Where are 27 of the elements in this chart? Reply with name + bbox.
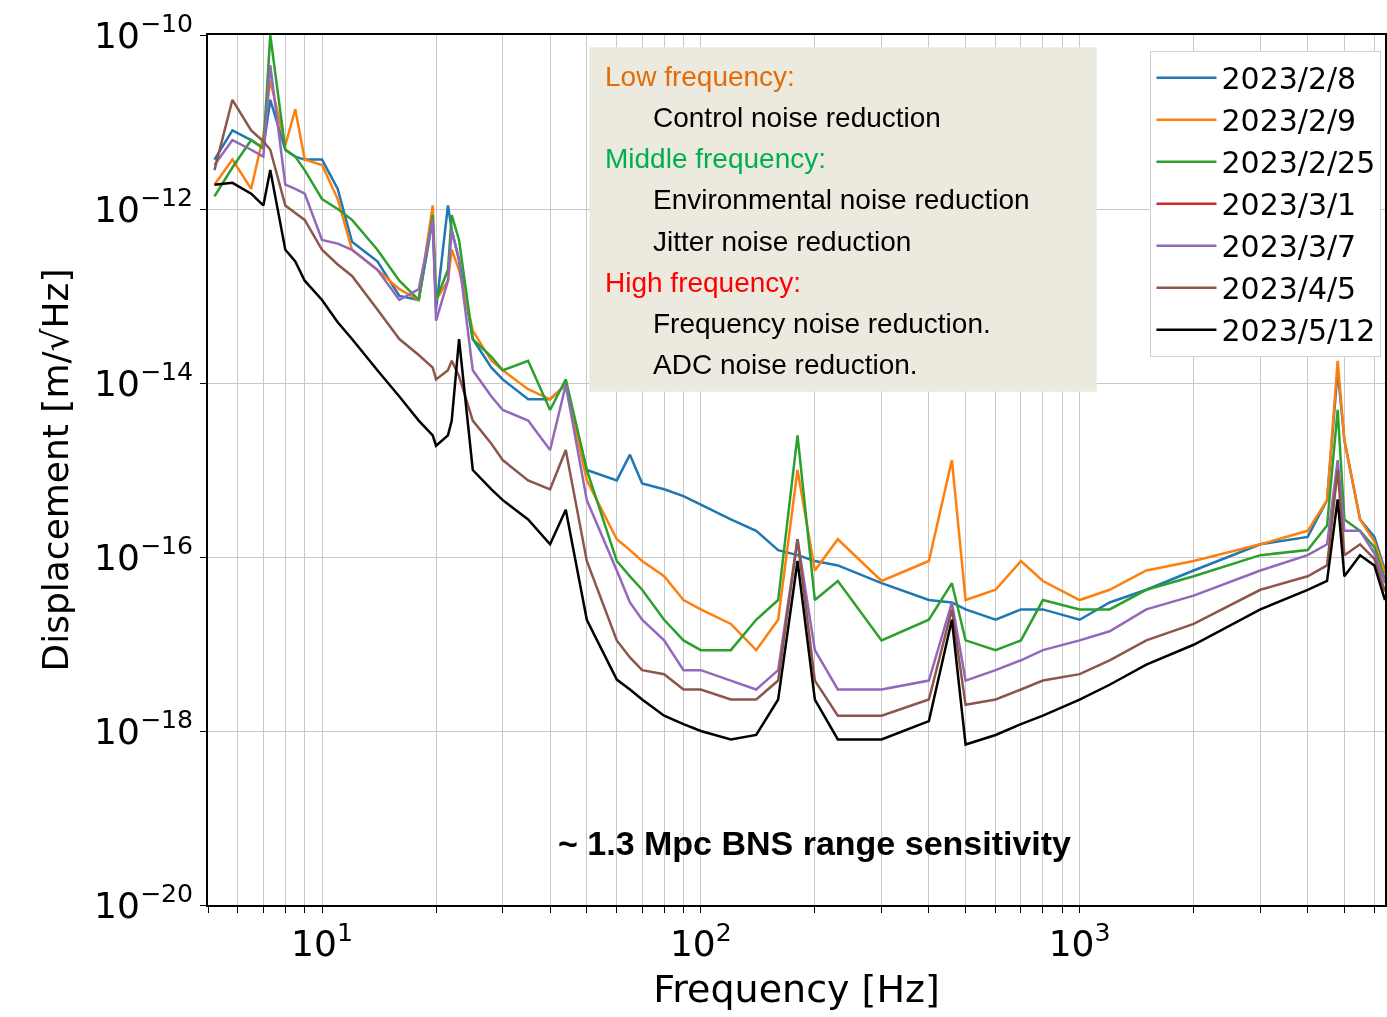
annotation: Middle frequency: bbox=[605, 143, 827, 174]
y-tick-label: 10$^{−16}$ bbox=[94, 531, 194, 578]
x-tick-label: 10$^{1}$ bbox=[291, 917, 353, 964]
annotation: High frequency: bbox=[605, 267, 802, 298]
legend-label: 2023/2/9 bbox=[1221, 103, 1357, 139]
annotation: ~ 1.3 Mpc BNS range sensitivity bbox=[558, 824, 1072, 862]
annotation: Control noise reduction bbox=[653, 102, 941, 133]
legend-label: 2023/5/12 bbox=[1221, 313, 1376, 349]
annotation: Frequency noise reduction. bbox=[653, 308, 991, 339]
y-tick-label: 10$^{−12}$ bbox=[94, 183, 194, 230]
annotation: Environmental noise reduction bbox=[653, 184, 1030, 215]
y-tick-label: 10$^{−18}$ bbox=[94, 705, 194, 752]
x-tick-label: 10$^{3}$ bbox=[1048, 917, 1111, 964]
annotation: Low frequency: bbox=[605, 61, 795, 92]
y-tick-label: 10$^{−10}$ bbox=[94, 9, 194, 56]
annotation: ADC noise reduction. bbox=[653, 349, 918, 380]
legend-label: 2023/3/1 bbox=[1221, 187, 1357, 223]
x-axis-title: Frequency [Hz] bbox=[653, 966, 940, 1011]
legend-label: 2023/4/5 bbox=[1221, 271, 1357, 307]
x-tick-label: 10$^{2}$ bbox=[669, 917, 732, 964]
legend-label: 2023/2/8 bbox=[1221, 61, 1357, 97]
y-tick-label: 10$^{−14}$ bbox=[94, 357, 194, 404]
annotation: Jitter noise reduction bbox=[653, 226, 912, 257]
legend-label: 2023/2/25 bbox=[1221, 145, 1376, 181]
y-tick-label: 10$^{−20}$ bbox=[94, 879, 194, 926]
legend-label: 2023/3/7 bbox=[1221, 229, 1357, 265]
y-axis-title: Displacement [m/√Hz] bbox=[35, 268, 77, 672]
